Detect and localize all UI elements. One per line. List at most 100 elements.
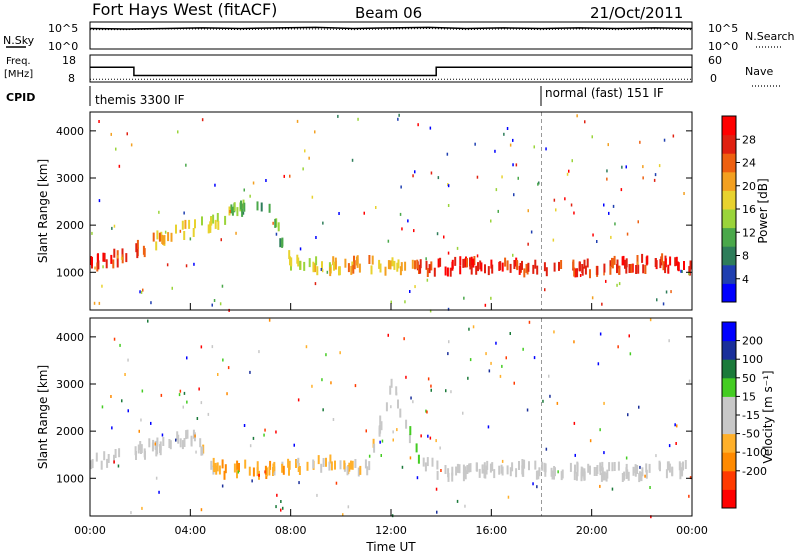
speckle-cell: [417, 123, 419, 127]
speckle-cell: [282, 506, 284, 510]
range-cell: [290, 257, 293, 267]
colorbar-tick-label: 12: [742, 226, 756, 239]
colorbar-tick-label: -15: [742, 409, 760, 422]
range-cell: [96, 253, 99, 263]
speckle-cell: [92, 460, 94, 464]
speckle-cell: [194, 434, 196, 438]
colorbar-swatch: [722, 264, 736, 284]
range-cell: [446, 267, 449, 277]
range-cell: [560, 471, 563, 481]
speckle-cell: [93, 301, 96, 305]
speckle-cell: [487, 425, 490, 429]
range-cell: [573, 267, 576, 277]
speckle-cell: [124, 373, 126, 376]
speckle-cell: [637, 261, 639, 265]
range-cell: [668, 463, 671, 473]
colorbar-tick-label: 4: [742, 273, 749, 286]
speckle-cell: [314, 130, 316, 134]
range-cell: [682, 461, 684, 471]
range-cell: [105, 259, 108, 269]
speckle-cell: [140, 418, 142, 422]
range-cell: [170, 232, 173, 242]
speckle-cell: [120, 256, 123, 260]
range-cell: [632, 466, 635, 476]
range-cell: [451, 472, 454, 482]
speckle-cell: [603, 203, 605, 207]
range-cell: [622, 256, 625, 266]
range-cell: [436, 460, 439, 470]
range-cell: [419, 264, 422, 274]
speckle-cell: [140, 290, 143, 294]
speckle-cell: [335, 481, 338, 485]
x-tick-label: 16:00: [475, 524, 507, 537]
speckle-cell: [160, 393, 163, 397]
speckle-cell: [293, 443, 295, 447]
speckle-cell: [553, 198, 556, 202]
speckle-cell: [579, 274, 582, 277]
speckle-cell: [456, 246, 459, 250]
speckle-cell: [649, 318, 652, 322]
range-cell: [103, 451, 106, 461]
range-cell: [625, 470, 628, 479]
range-cell: [509, 263, 512, 273]
speckle-cell: [668, 444, 671, 448]
range-cell: [658, 460, 661, 470]
range-cell: [671, 467, 674, 477]
range-cell: [481, 464, 484, 474]
speckle-cell: [447, 183, 449, 186]
range-cell: [252, 467, 255, 477]
x-tick-label: 00:00: [676, 524, 708, 537]
speckle-cell: [390, 300, 392, 304]
range-cell: [411, 259, 414, 269]
speckle-cell: [363, 211, 365, 215]
x-tick-label: 00:00: [74, 524, 106, 537]
colorbar-swatch: [722, 452, 736, 472]
velocity-y-label: Slant Range [km]: [36, 365, 50, 469]
range-cell: [329, 454, 332, 464]
freq-tick-bottom: 8: [68, 72, 75, 85]
speckle-cell: [611, 487, 614, 491]
speckle-cell: [429, 309, 432, 313]
range-cell: [426, 457, 429, 467]
range-cell: [135, 243, 138, 253]
range-cell: [159, 444, 161, 453]
range-cell: [665, 469, 668, 479]
speckle-cell: [573, 421, 576, 425]
range-cell: [297, 463, 300, 472]
range-cell: [625, 258, 628, 268]
speckle-cell: [599, 428, 601, 432]
speckle-cell: [315, 236, 317, 239]
speckle-cell: [142, 288, 144, 292]
power-colorbar: 4 8 12 16 20 24 28: [721, 115, 756, 303]
range-cell: [184, 219, 187, 229]
range-cell: [601, 467, 604, 477]
colorbar-swatch: [722, 209, 736, 229]
colorbar-tick-label: 20: [742, 180, 756, 193]
speckle-cell: [321, 378, 323, 382]
colorbar-tick-label: 50: [742, 372, 756, 385]
speckle-cell: [404, 300, 406, 304]
speckle-cell: [462, 411, 464, 415]
speckle-cell: [680, 269, 682, 273]
speckle-cell: [111, 226, 113, 230]
range-cell: [558, 261, 560, 271]
range-cell: [575, 471, 578, 481]
colorbar-swatch: [722, 415, 736, 435]
speckle-cell: [591, 296, 594, 300]
range-cell: [214, 219, 217, 229]
range-cell: [523, 459, 526, 469]
cpid-program-2: normal (fast) 151 IF: [545, 86, 664, 100]
range-cell: [454, 256, 457, 266]
velocity-colorbar: 200 100 50 15 -15 -50 -100 -200: [721, 321, 767, 509]
range-cell: [661, 253, 664, 263]
speckle-cell: [446, 152, 449, 156]
range-cell: [404, 261, 407, 271]
range-cell: [295, 459, 297, 468]
speckle-cell: [436, 510, 438, 514]
speckle-cell: [395, 392, 398, 396]
range-cell: [260, 202, 263, 212]
speckle-cell: [198, 387, 200, 391]
range-cell: [140, 444, 143, 454]
range-cell: [534, 460, 537, 470]
speckle-cell: [527, 209, 529, 213]
